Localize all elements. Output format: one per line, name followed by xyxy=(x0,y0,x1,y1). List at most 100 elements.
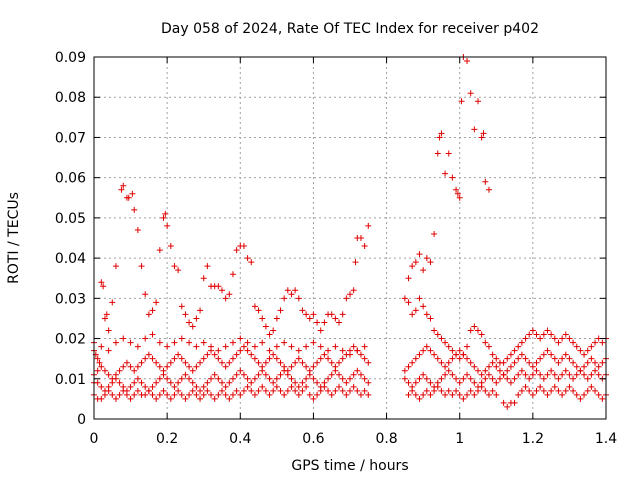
data-point xyxy=(164,222,171,229)
data-point xyxy=(266,375,273,382)
data-point xyxy=(259,367,266,374)
data-point xyxy=(500,359,507,366)
data-point xyxy=(522,355,529,362)
data-point xyxy=(482,367,489,374)
data-point xyxy=(347,387,353,394)
data-point xyxy=(167,243,174,250)
data-point xyxy=(453,387,460,394)
data-point xyxy=(229,375,236,382)
data-point xyxy=(314,359,321,366)
data-point xyxy=(131,379,138,386)
data-point xyxy=(434,383,441,390)
data-point xyxy=(105,387,112,394)
data-point xyxy=(284,387,291,394)
data-point xyxy=(127,395,134,402)
data-point xyxy=(138,263,145,270)
data-point xyxy=(436,134,443,141)
data-point xyxy=(134,375,141,382)
data-point xyxy=(445,343,452,350)
data-point xyxy=(343,391,350,398)
data-point xyxy=(229,339,236,346)
data-point xyxy=(233,351,240,358)
data-point xyxy=(577,347,584,354)
data-point xyxy=(581,371,588,378)
data-point xyxy=(116,367,123,374)
data-point xyxy=(204,263,211,270)
data-point xyxy=(153,299,160,306)
data-point xyxy=(101,315,108,322)
y-tick-label: 0.03 xyxy=(55,291,86,307)
data-point xyxy=(361,243,368,250)
data-point xyxy=(507,351,514,358)
data-point xyxy=(431,387,438,394)
data-point xyxy=(226,359,233,366)
data-point xyxy=(105,327,112,334)
data-point xyxy=(562,351,569,358)
data-point xyxy=(475,327,481,334)
data-point xyxy=(343,295,350,302)
data-point xyxy=(277,387,284,394)
data-point xyxy=(123,391,130,398)
data-point xyxy=(420,371,427,378)
data-point xyxy=(255,387,262,394)
data-point xyxy=(118,186,125,193)
data-point xyxy=(156,375,163,382)
data-point xyxy=(153,359,160,366)
data-point xyxy=(588,355,595,362)
y-tick-label: 0.04 xyxy=(55,251,86,267)
data-point xyxy=(248,259,255,266)
data-point xyxy=(592,367,599,374)
data-point xyxy=(310,339,317,346)
data-point xyxy=(314,391,321,398)
data-point xyxy=(529,363,536,370)
data-point xyxy=(504,355,511,362)
data-point xyxy=(215,375,222,382)
data-point xyxy=(544,347,551,354)
data-point xyxy=(434,355,441,362)
data-point xyxy=(219,359,225,366)
data-point xyxy=(164,391,171,398)
data-point xyxy=(438,387,445,394)
data-point xyxy=(208,391,215,398)
data-point xyxy=(112,263,119,270)
data-point xyxy=(244,383,251,390)
data-point xyxy=(548,351,555,358)
data-point xyxy=(343,379,350,386)
data-point xyxy=(273,343,280,350)
data-point xyxy=(526,331,533,338)
data-point xyxy=(182,371,189,378)
data-point xyxy=(361,355,368,362)
data-point xyxy=(453,351,460,358)
data-point xyxy=(438,375,445,382)
data-point xyxy=(156,247,163,254)
data-point xyxy=(310,375,317,382)
data-point xyxy=(566,335,573,342)
data-point xyxy=(105,347,112,354)
data-point xyxy=(361,387,368,394)
data-point xyxy=(365,222,372,229)
data-point xyxy=(270,327,277,334)
data-point xyxy=(200,355,207,362)
data-point xyxy=(423,343,430,350)
data-point xyxy=(101,391,108,398)
data-point xyxy=(500,399,507,406)
data-point xyxy=(336,359,343,366)
data-point xyxy=(354,367,361,374)
data-point xyxy=(171,391,178,398)
data-point xyxy=(526,359,533,366)
data-point xyxy=(145,311,152,318)
data-point xyxy=(588,343,595,350)
y-tick-label: 0.07 xyxy=(55,130,86,146)
data-point xyxy=(482,375,489,382)
data-point xyxy=(167,379,174,386)
data-point xyxy=(310,311,317,318)
data-point xyxy=(478,383,485,390)
data-point xyxy=(453,186,460,193)
data-point xyxy=(222,295,229,302)
data-point xyxy=(98,363,105,370)
data-point xyxy=(178,335,185,342)
data-point xyxy=(551,383,558,390)
data-point xyxy=(328,359,335,366)
data-point xyxy=(511,399,518,406)
